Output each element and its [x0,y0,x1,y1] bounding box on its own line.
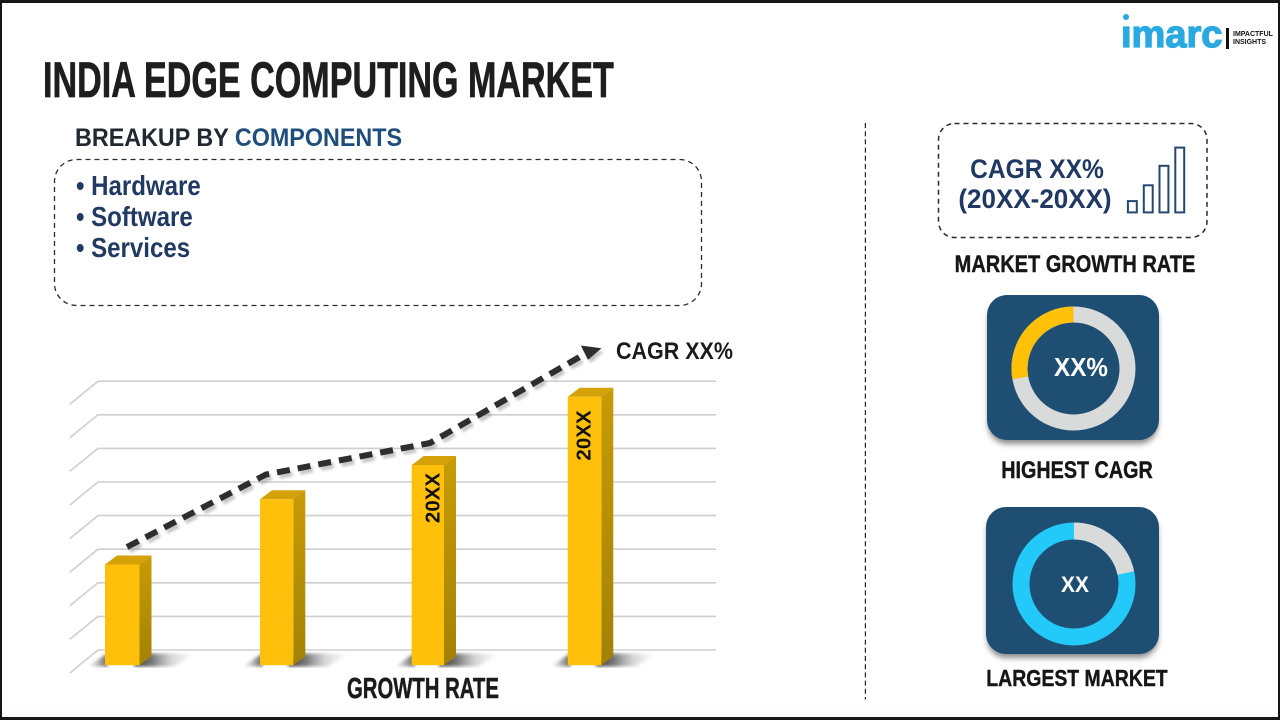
svg-text:20XX: 20XX [573,410,596,460]
svg-text:20XX: 20XX [422,473,445,523]
